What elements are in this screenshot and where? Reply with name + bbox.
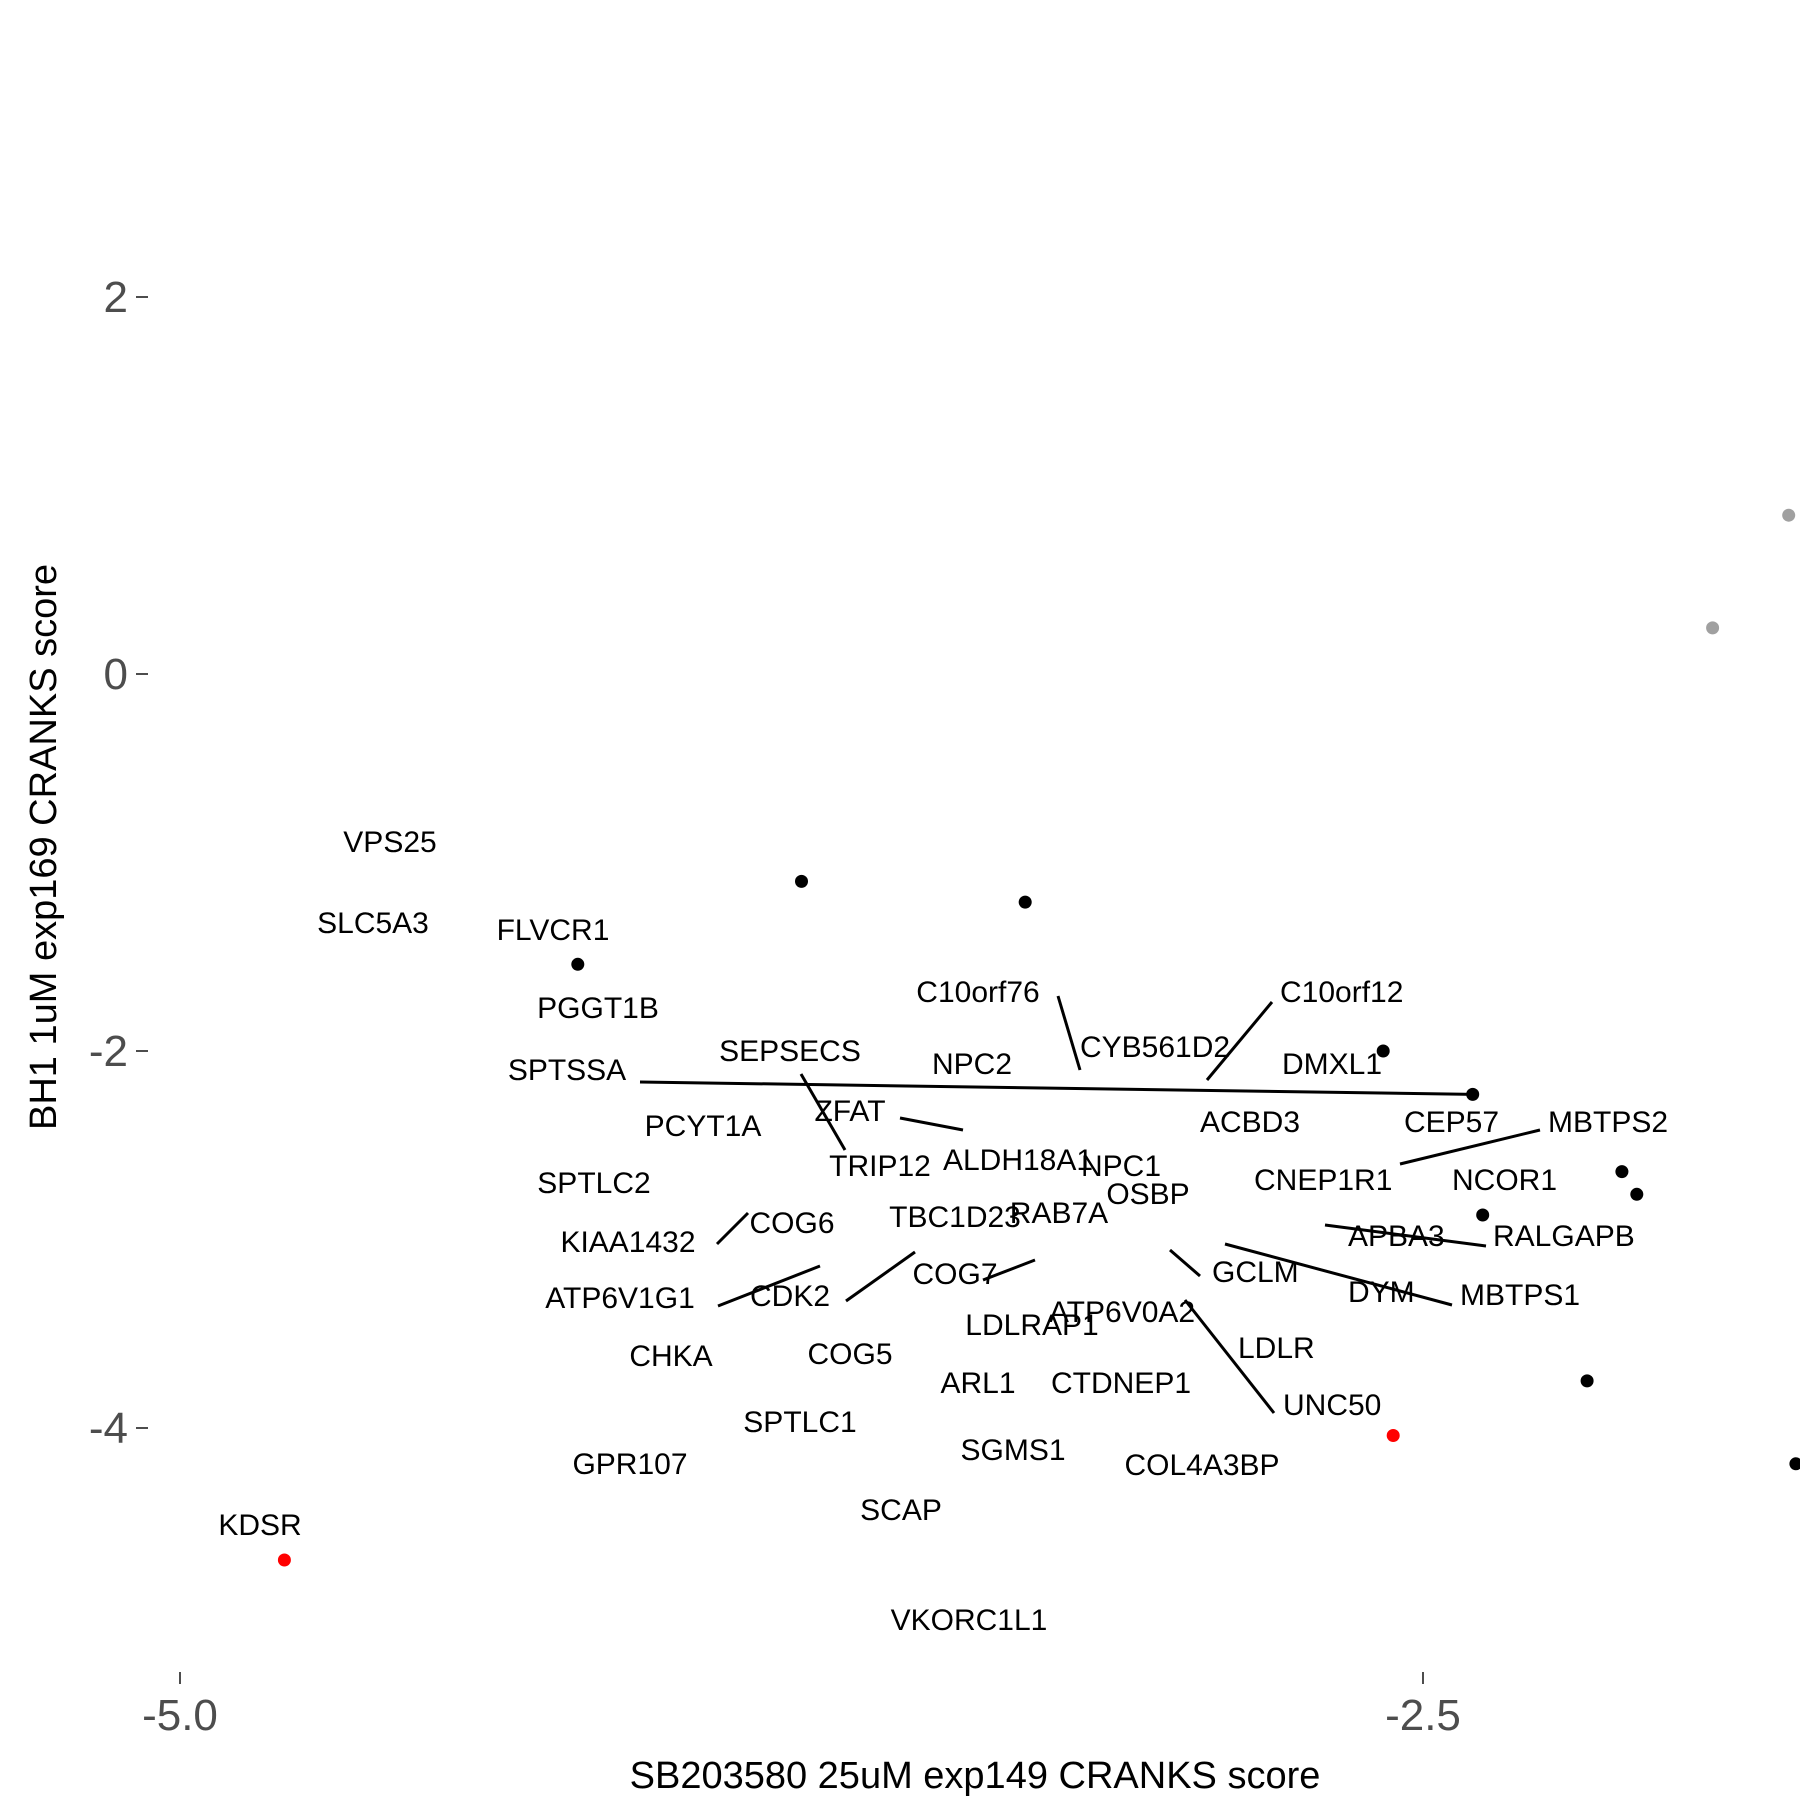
background-point: [1706, 621, 1719, 634]
background-point: [1782, 509, 1795, 522]
background-points: [1706, 155, 1800, 1036]
